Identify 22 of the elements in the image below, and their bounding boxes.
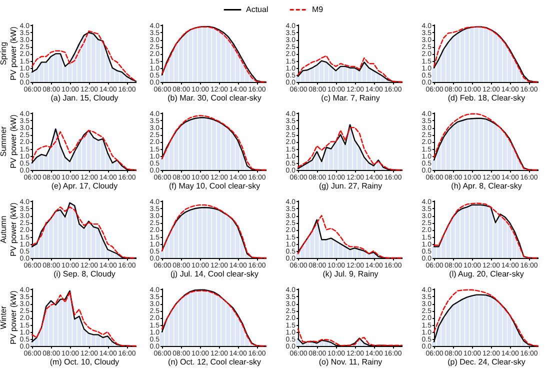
x-axis-title: (p) Dec. 24, Clear-sky: [448, 358, 526, 366]
x-axis-title: (l) Aug. 20, Clear-sky: [449, 270, 524, 278]
y-axis-title: Winter PV power (kW): [0, 290, 18, 344]
x-axis-title: (b) Mar. 30, Cool clear-sky: [168, 94, 262, 102]
x-axis-title: (j) Jul. 14, Cool clear-sky: [170, 270, 259, 278]
x-axis-title: (a) Jan. 15, Cloudy: [50, 94, 118, 102]
x-axis-title: (f) May 10, Cool clear-sky: [168, 182, 260, 190]
x-axis-title: (h) Apr. 8, Clear-sky: [451, 182, 522, 190]
x-axis-title: (n) Oct. 12, Cool clear-sky: [168, 358, 261, 366]
legend-label: M9: [312, 4, 324, 14]
x-axis-title: (i) Sep. 8, Cloudy: [54, 270, 116, 278]
x-axis-title: (g) Jun. 27, Rainy: [318, 182, 382, 190]
x-axis-title: (d) Feb. 18, Clear-sky: [448, 94, 526, 102]
x-axis-title: (o) Nov. 11, Rainy: [318, 358, 382, 366]
x-axis-title: (c) Mar. 7, Rainy: [321, 94, 380, 102]
x-axis-title: (e) Apr. 17, Cloudy: [51, 182, 118, 190]
x-axis-title: (m) Oct. 10, Cloudy: [50, 358, 120, 366]
legend-label: Actual: [246, 4, 268, 14]
x-axis-title: (k) Jul. 9, Rainy: [322, 270, 378, 278]
y-axis-title: Autumn PV power (kW): [0, 202, 18, 256]
y-axis-title: Spring PV power (kW): [0, 26, 18, 80]
y-axis-title: Summer PV power (kW): [0, 114, 18, 168]
